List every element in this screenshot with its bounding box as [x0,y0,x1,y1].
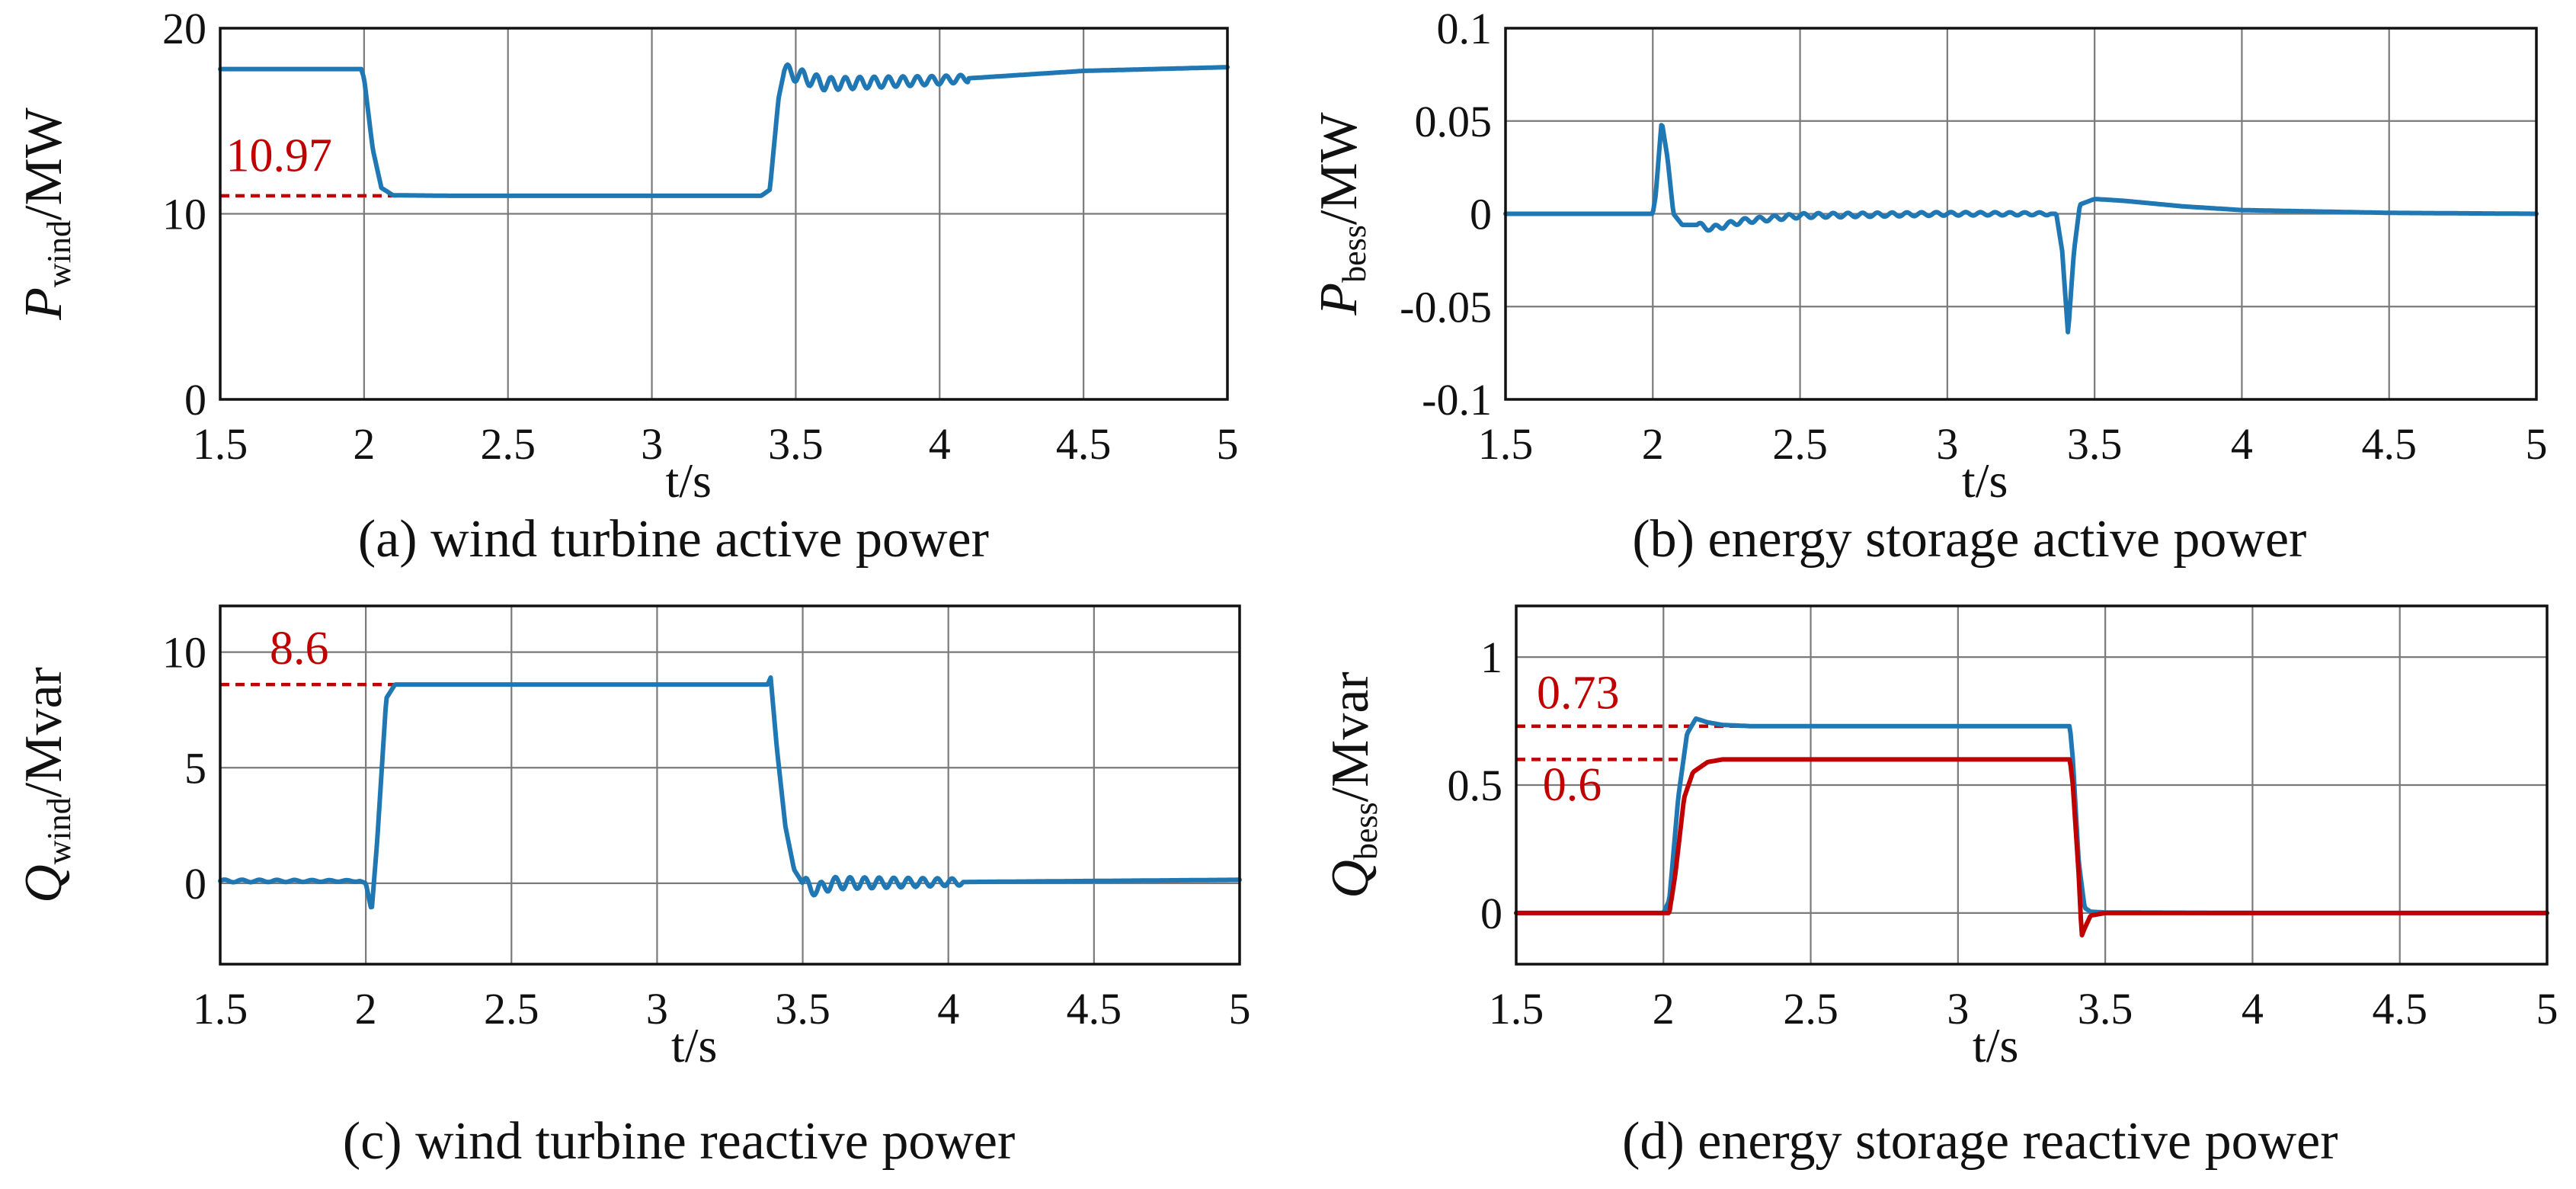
x-tick-label: 5 [1217,419,1239,469]
panel-d: 1.5 2 2.5 3 3.5 4 4.5 5 0 0.5 1 t/s (d) energy stora… [1321,604,2558,1171]
y-axis-label-sub: wind [40,220,78,287]
y-tick-label: 20 [162,4,206,53]
y-tick-label: 5 [184,743,206,793]
y-axis-label: Pbess/MW [1310,112,1373,316]
x-tick-label: 4.5 [1056,419,1112,469]
panel-caption: (b) energy storage active power [1632,510,2306,569]
x-tick-label: 2.5 [1783,984,1838,1034]
y-tick-label: 0 [1470,190,1492,239]
y-axis-label-unit: /Mvar [1321,671,1380,802]
y-tick-label: 0.1 [1437,4,1493,53]
y-axis-label-unit: /MW [1310,112,1368,225]
x-tick-label: 2.5 [480,419,536,469]
y-tick-label: 0.05 [1415,97,1493,146]
x-tick-label: 3 [641,419,663,469]
x-tick-label: 5 [2526,419,2548,469]
x-tick-label: 4.5 [2372,984,2427,1034]
y-tick-label: 0.5 [1448,761,1503,810]
series-line-Q_wind [218,675,1242,910]
annotation-label: 8.6 [270,623,329,675]
plot-frame [219,604,1241,966]
series-line-P_wind [218,62,1230,198]
annotation-label: 0.73 [1537,667,1620,719]
y-tick-label: 10 [162,628,206,678]
series-line-P_bess [1503,123,2539,335]
x-tick-label: 3.5 [2078,984,2133,1034]
y-axis-label-base: Q [1321,860,1380,899]
x-axis-label: t/s [1973,1018,2018,1072]
x-tick-label: 5 [2536,984,2558,1034]
x-tick-label: 3 [1936,419,1958,469]
y-tick-label: 1 [1480,633,1502,682]
x-tick-label: 2 [355,984,377,1034]
x-axis-label: t/s [671,1018,717,1072]
series-line-Q_bess_blue [1514,716,2549,915]
y-tick-label: -0.1 [1422,375,1492,425]
y-axis-label: Qwind/Mvar [14,667,78,903]
x-tick-label: 5 [1229,984,1251,1034]
y-axis-label-unit: /Mvar [14,667,73,797]
series-line-Q_bess_red [1514,757,2549,937]
x-tick-label: 2 [1653,984,1675,1034]
x-tick-label: 3.5 [775,984,830,1034]
y-axis-label-base: P [1310,283,1368,316]
y-axis-label-sub: bess [1347,802,1384,860]
x-axis-label: t/s [1962,453,2008,508]
y-tick-label: 0 [184,375,206,425]
x-tick-label: 1.5 [1489,984,1544,1034]
y-axis-label-base: Q [14,864,73,903]
x-tick-label: 4.5 [1067,984,1122,1034]
plot-frame [219,27,1229,401]
y-axis-label-sub: wind [40,797,78,864]
panel-b: 1.5 2 2.5 3 3.5 4 4.5 5 -0.1 -0.05 0 0.05 0.1 t/s(b) … [1310,4,2548,569]
x-axis-label: t/s [665,453,711,508]
plot-frame [1515,604,2549,966]
y-tick-label: 0 [1480,889,1502,938]
panel-c: 1.5 2 2.5 3 3.5 4 4.5 5 0 5 10 t/s (c) wind turbine … [14,604,1251,1171]
panel-caption: (c) wind turbine reactive power [343,1112,1015,1171]
y-tick-label: 10 [162,190,206,239]
x-tick-label: 4.5 [2361,419,2417,469]
x-tick-label: 2 [353,419,375,469]
y-axis-label-base: P [14,287,73,321]
x-tick-label: 3 [1947,984,1969,1034]
x-tick-label: 2.5 [484,984,539,1034]
x-tick-label: 3 [646,984,668,1034]
x-tick-label: 4 [2231,419,2253,469]
x-tick-label: 2 [1642,419,1664,469]
x-tick-label: 1.5 [193,419,248,469]
x-tick-label: 3.5 [2067,419,2123,469]
x-tick-label: 4 [2242,984,2264,1034]
x-tick-label: 4 [929,419,951,469]
panel-caption: (a) wind turbine active power [358,510,989,569]
annotation-label: 10.97 [226,130,333,181]
panel-caption: (d) energy storage reactive power [1622,1112,2338,1171]
x-tick-label: 4 [937,984,959,1034]
y-tick-label: -0.05 [1400,282,1492,332]
panel-a: 1.5 2 2.5 3 3.5 4 4.5 5 0 10 20 t/s(a) wind turbine… [14,4,1239,569]
y-axis-label: Qbess/Mvar [1321,671,1384,898]
annotation-label: 0.6 [1543,759,1602,811]
x-tick-label: 3.5 [768,419,824,469]
x-tick-label: 1.5 [193,984,248,1034]
y-axis-label: Pwind/MW [14,107,78,321]
x-tick-label: 2.5 [1772,419,1828,469]
y-tick-label: 0 [184,859,206,909]
y-axis-label-unit: /MW [14,107,73,220]
x-tick-label: 1.5 [1478,419,1534,469]
y-axis-label-sub: bess [1336,225,1373,283]
plot-frame [1504,27,2538,401]
